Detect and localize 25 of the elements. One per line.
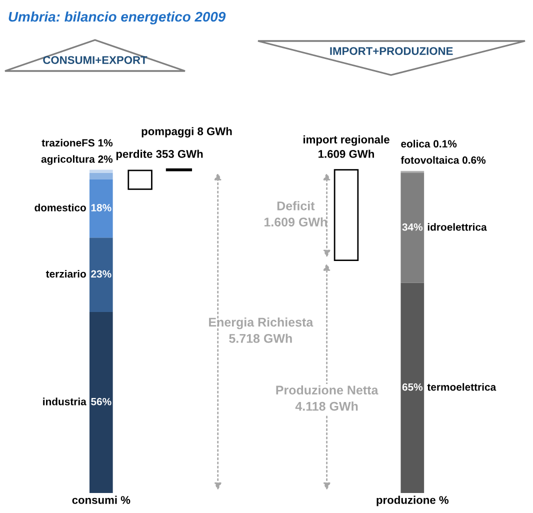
annotation: Produzione Netta 4.118 GWh	[276, 385, 378, 411]
text: CONSUMI+EXPORT	[43, 56, 148, 64]
text: IMPORT+PRODUZIONE	[330, 47, 453, 55]
text: import regionale 1.609 GWh	[304, 135, 390, 158]
data-label: 56%	[91, 398, 112, 406]
series-label: industria	[43, 398, 86, 406]
data-label: 34%	[402, 223, 423, 231]
text: trazioneFS 1%	[42, 138, 113, 147]
text: eolica 0.1%	[401, 140, 457, 148]
data-label: 65%	[402, 383, 423, 391]
text: pompaggi 8 GWh	[142, 127, 232, 138]
data-label: 18%	[91, 204, 112, 212]
chart-title: Umbria: bilancio energetico 2009	[8, 11, 226, 24]
data-label: 23%	[91, 270, 112, 278]
x-tick-label: consumi %	[72, 496, 130, 504]
series-label: domestico	[34, 204, 86, 212]
text: agricoltura 2%	[41, 155, 113, 165]
annotation: Deficit 1.609 GWh	[264, 201, 327, 226]
text: fotovoltaica 0.6%	[400, 156, 486, 164]
series-label: idroelettrica	[428, 223, 487, 231]
series-label: termoelettrica	[427, 383, 496, 391]
x-tick-label: produzione %	[376, 496, 449, 506]
text: perdite 353 GWh	[116, 150, 203, 160]
annotation: Energia Richiesta 5.718 GWh	[209, 317, 314, 343]
series-label: terziario	[46, 270, 86, 278]
